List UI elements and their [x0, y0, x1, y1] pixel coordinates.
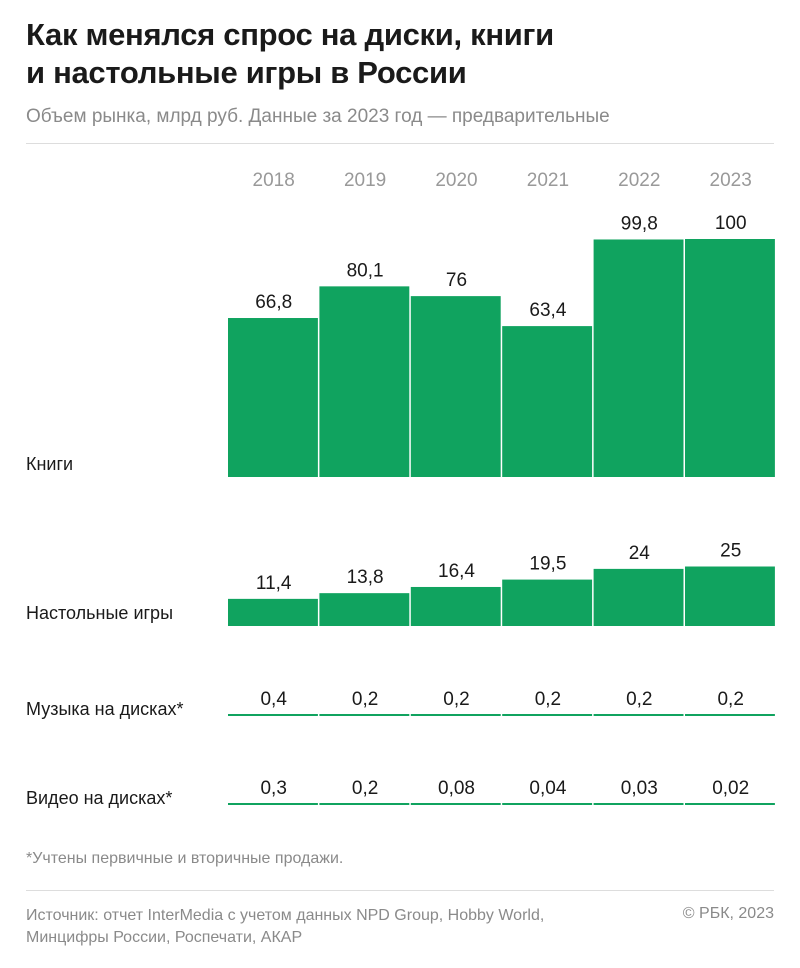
series-4-value-2019: 0,2 — [352, 778, 378, 799]
series-1-bar-2020 — [410, 296, 501, 477]
source-line-2: Минцифры России, Роспечати, АКАР — [26, 929, 303, 946]
title-line-1: Как менялся спрос на диски, книги — [26, 17, 554, 52]
series-4-line-2021 — [502, 803, 593, 805]
series-3-value-2020: 0,2 — [443, 689, 469, 710]
year-label-2019: 2019 — [344, 170, 386, 191]
series-4-label: Видео на дисках* — [26, 788, 172, 808]
series-4-line-2019 — [319, 803, 410, 805]
series-1-bar-2021 — [502, 326, 593, 477]
chart-title: Как менялся спрос на диски, книги и наст… — [26, 16, 766, 92]
series-1-value-2023: 100 — [715, 213, 747, 234]
series-2-bar-2022 — [593, 568, 684, 626]
series-2-value-2023: 25 — [720, 541, 741, 562]
chart-subtitle: Объем рынка, млрд руб. Данные за 2023 го… — [26, 106, 610, 127]
series-3-value-2021: 0,2 — [535, 689, 561, 710]
series-4-value-2023: 0,02 — [712, 778, 749, 799]
series-2-bar-2021 — [502, 579, 593, 626]
series-4-value-2021: 0,04 — [529, 778, 566, 799]
series-3-value-2022: 0,2 — [626, 689, 652, 710]
series-2-value-2021: 19,5 — [529, 554, 566, 575]
series-1-label: Книги — [26, 454, 73, 474]
footer-divider — [26, 890, 774, 891]
series-4-line-2023 — [685, 803, 775, 805]
series-2-label: Настольные игры — [26, 603, 173, 623]
year-label-2022: 2022 — [618, 170, 660, 191]
series-4-value-2018: 0,3 — [260, 778, 286, 799]
year-label-2018: 2018 — [253, 170, 295, 191]
series-3-line-2021 — [502, 714, 593, 716]
source-line-1: Источник: отчет InterMedia с учетом данн… — [26, 907, 545, 924]
series-3-line-2018 — [228, 714, 318, 716]
series-2-bar-2019 — [319, 593, 410, 626]
series-1-bar-2018 — [228, 318, 318, 477]
year-label-2021: 2021 — [527, 170, 569, 191]
series-2-value-2022: 24 — [629, 543, 651, 564]
series-2-bar-2020 — [410, 586, 501, 626]
series-3-line-2019 — [319, 714, 410, 716]
series-2-bar-2018 — [228, 598, 318, 626]
title-line-2: и настольные игры в России — [26, 55, 467, 90]
series-4-value-2022: 0,03 — [621, 778, 658, 799]
series-3-value-2018: 0,4 — [260, 689, 287, 710]
copyright: © РБК, 2023 — [682, 905, 774, 922]
series-4-line-2020 — [410, 803, 501, 805]
series-3-label: Музыка на дисках* — [26, 699, 183, 719]
footnote: *Учтены первичные и вторичные продажи. — [26, 850, 344, 867]
series-1-value-2019: 80,1 — [347, 260, 384, 281]
series-4-line-2022 — [593, 803, 684, 805]
source-note: Источник: отчет InterMedia с учетом данн… — [26, 905, 646, 949]
series-3-line-2022 — [593, 714, 684, 716]
series-2-bar-2023 — [685, 566, 775, 626]
series-1-bar-2023 — [685, 239, 775, 477]
series-3-line-2020 — [410, 714, 501, 716]
series-1-value-2018: 66,8 — [255, 292, 292, 313]
series-1-value-2020: 76 — [446, 270, 467, 291]
year-label-2023: 2023 — [710, 170, 752, 191]
year-label-2020: 2020 — [435, 170, 477, 191]
series-3-value-2019: 0,2 — [352, 689, 378, 710]
series-3-line-2023 — [685, 714, 775, 716]
header-divider — [26, 143, 774, 144]
series-3-value-2023: 0,2 — [717, 689, 743, 710]
series-2-value-2019: 13,8 — [347, 567, 384, 588]
series-2-value-2020: 16,4 — [438, 561, 475, 582]
series-4-value-2020: 0,08 — [438, 778, 475, 799]
series-1-bar-2019 — [319, 286, 410, 477]
series-2-value-2018: 11,4 — [256, 573, 292, 594]
series-1-value-2022: 99,8 — [621, 213, 658, 234]
series-1-bar-2022 — [593, 239, 684, 477]
series-4-line-2018 — [228, 803, 318, 805]
series-1-value-2021: 63,4 — [529, 300, 566, 321]
